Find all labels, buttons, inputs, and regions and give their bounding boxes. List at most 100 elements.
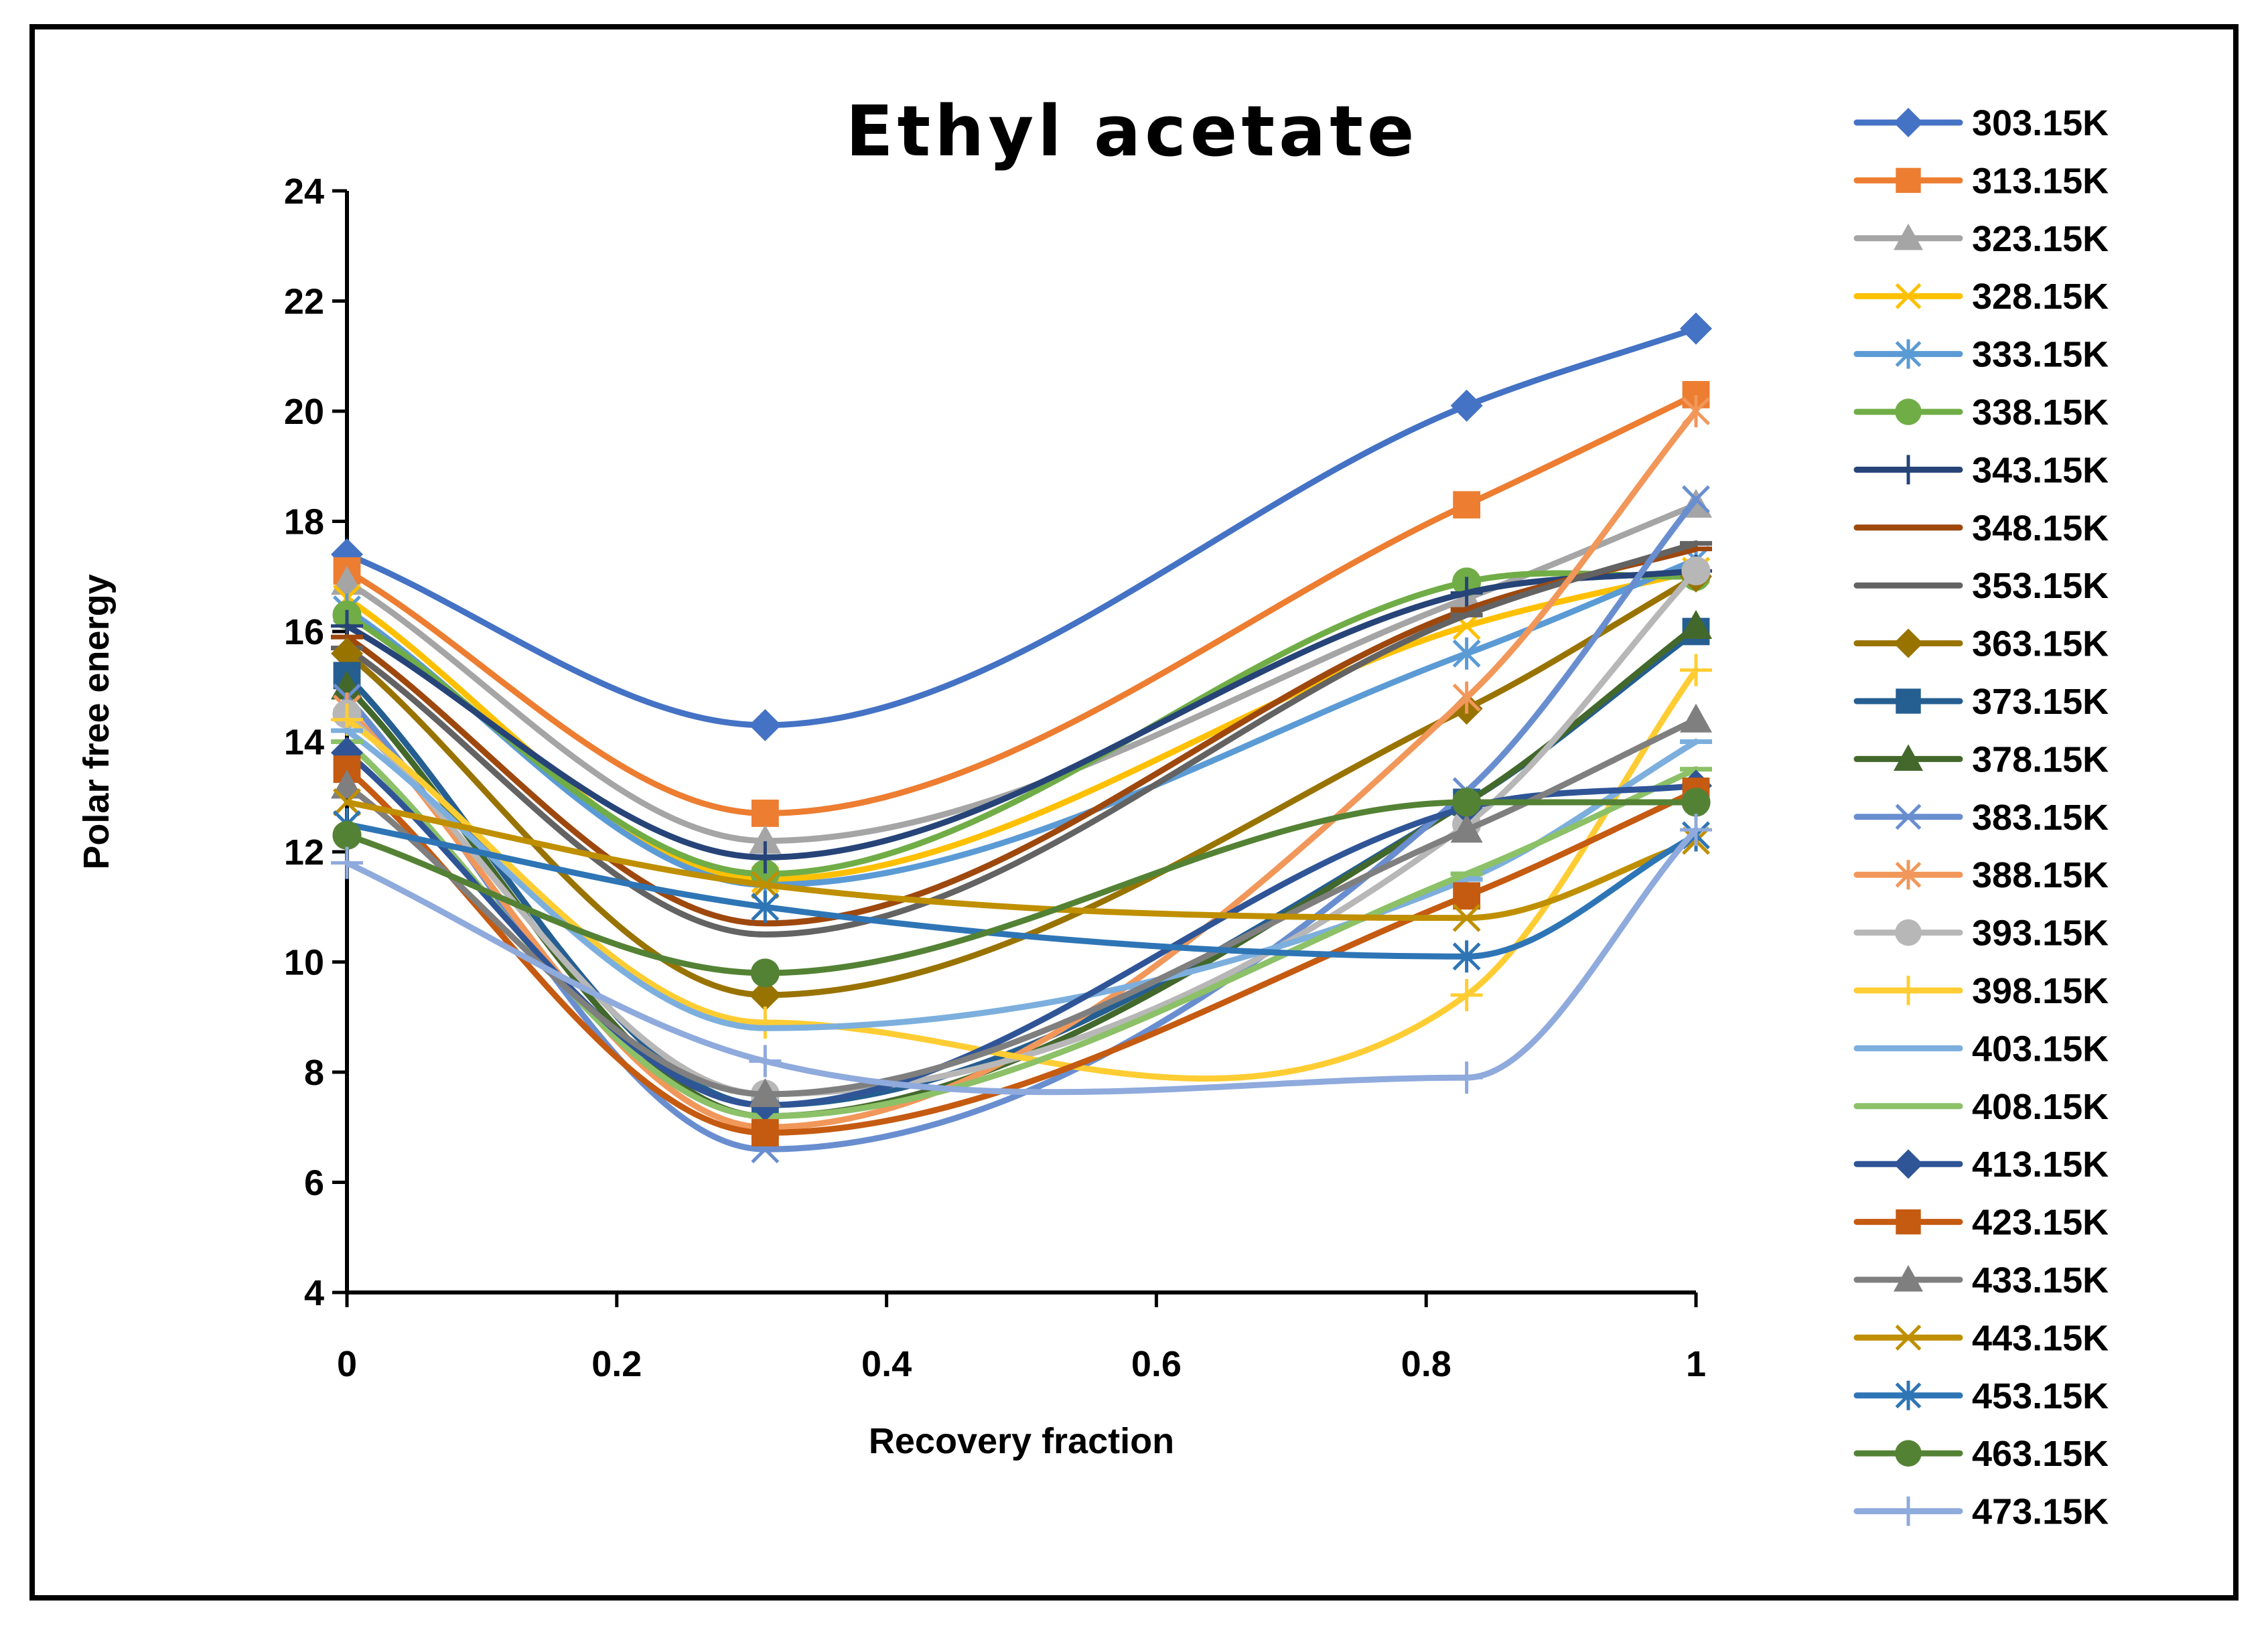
legend-label: 388.15K — [1972, 855, 2109, 895]
data-point-marker — [1453, 491, 1481, 519]
legend-item: 338.15K — [1853, 392, 2109, 433]
legend-label: 453.15K — [1972, 1376, 2109, 1416]
data-point-marker — [1680, 654, 1712, 686]
legend-item: 388.15K — [1853, 855, 2109, 895]
legend-item: 348.15K — [1853, 508, 2109, 548]
data-point-marker — [749, 1045, 782, 1078]
legend-item: 328.15K — [1853, 277, 2109, 317]
legend-label: 433.15K — [1972, 1260, 2109, 1301]
legend-item: 413.15K — [1853, 1144, 2109, 1185]
data-point-marker — [1894, 1265, 1923, 1292]
y-axis-label: Polar free energy — [76, 574, 117, 869]
series-313.15K — [333, 380, 1710, 827]
data-point-marker — [749, 824, 782, 854]
y-tick-label: 20 — [284, 392, 324, 432]
series-303.15K — [331, 312, 1712, 741]
legend-label: 463.15K — [1972, 1434, 2109, 1474]
legend-item: 303.15K — [1853, 103, 2109, 143]
legend-item: 453.15K — [1853, 1376, 2109, 1416]
legend-label: 473.15K — [1972, 1492, 2109, 1532]
legend-label: 373.15K — [1972, 682, 2109, 722]
data-point-marker — [1681, 788, 1711, 817]
y-tick-label: 6 — [304, 1163, 324, 1203]
legend-label: 398.15K — [1972, 971, 2109, 1011]
legend-label: 323.15K — [1972, 219, 2109, 259]
y-tick-label: 10 — [284, 943, 324, 983]
data-point-marker — [1895, 398, 1922, 425]
series-line — [344, 570, 1699, 877]
data-point-marker — [1894, 108, 1923, 137]
data-point-marker — [749, 978, 782, 1011]
data-point-marker — [1895, 860, 1922, 890]
legend: 303.15K 313.15K 323.15K 328.15K 333.15K 338.1… — [1853, 103, 2109, 1532]
data-point-marker — [1894, 744, 1923, 771]
x-tick-label: 0.6 — [1131, 1344, 1182, 1384]
data-point-marker — [1894, 223, 1923, 250]
legend-label: 343.15K — [1972, 450, 2109, 490]
legend-label: 348.15K — [1972, 508, 2109, 548]
legend-label: 423.15K — [1972, 1203, 2109, 1243]
legend-label: 443.15K — [1972, 1318, 2109, 1358]
series-473.15K — [331, 814, 1712, 1096]
series-line — [344, 667, 1699, 1082]
series-line — [344, 749, 1699, 1108]
data-point-marker — [331, 670, 363, 700]
y-tick-label: 18 — [284, 502, 324, 542]
x-tick-label: 0.8 — [1401, 1344, 1451, 1384]
data-point-marker — [751, 871, 780, 899]
legend-item: 343.15K — [1853, 450, 2109, 490]
legend-label: 333.15K — [1972, 335, 2109, 375]
data-point-marker — [1896, 688, 1921, 714]
legend-label: 313.15K — [1972, 161, 2109, 201]
legend-item: 473.15K — [1853, 1492, 2109, 1532]
legend-label: 393.15K — [1972, 913, 2109, 954]
data-point-marker — [1894, 628, 1923, 658]
legend-item: 408.15K — [1853, 1087, 2109, 1127]
y-tick-label: 22 — [284, 282, 324, 322]
data-point-marker — [1452, 903, 1481, 932]
data-point-marker — [1894, 976, 1923, 1005]
legend-label: 413.15K — [1972, 1144, 2109, 1185]
legend-label: 328.15K — [1972, 277, 2109, 317]
data-point-marker — [1682, 395, 1710, 427]
series-line — [344, 821, 1699, 960]
data-point-marker — [749, 1078, 782, 1108]
x-axis-label: Recovery fraction — [869, 1421, 1174, 1461]
legend-label: 378.15K — [1972, 739, 2109, 780]
data-point-marker — [1680, 312, 1712, 345]
data-point-marker — [1895, 1325, 1922, 1351]
legend-item: 403.15K — [1853, 1029, 2109, 1069]
data-point-marker — [1682, 485, 1710, 514]
data-point-marker — [1680, 609, 1712, 639]
series-line — [344, 568, 1699, 1098]
data-point-marker — [1452, 788, 1482, 817]
series-463.15K — [332, 788, 1711, 988]
legend-item: 323.15K — [1853, 219, 2109, 259]
data-point-marker — [1681, 556, 1711, 586]
data-point-marker — [1895, 919, 1922, 946]
series-layer — [331, 312, 1712, 1164]
data-point-marker — [1450, 1061, 1483, 1094]
legend-item: 393.15K — [1853, 913, 2109, 954]
data-point-marker — [333, 788, 361, 816]
data-point-marker — [749, 709, 782, 741]
legend-item: 363.15K — [1853, 624, 2109, 664]
legend-item: 433.15K — [1853, 1260, 2109, 1301]
series-363.15K — [331, 560, 1712, 1011]
x-tick-label: 1 — [1686, 1344, 1706, 1384]
legend-item: 353.15K — [1853, 566, 2109, 606]
data-point-marker — [751, 891, 780, 923]
data-point-marker — [1896, 167, 1921, 194]
legend-item: 463.15K — [1853, 1434, 2109, 1474]
legend-label: 408.15K — [1972, 1087, 2109, 1127]
data-point-marker — [1894, 1496, 1923, 1526]
data-point-marker — [1894, 455, 1923, 485]
legend-item: 398.15K — [1853, 971, 2109, 1011]
data-point-marker — [1895, 283, 1922, 309]
y-tick-label: 14 — [284, 723, 324, 763]
data-point-marker — [751, 1119, 779, 1146]
legend-label: 363.15K — [1972, 624, 2109, 664]
y-tick-label: 12 — [284, 832, 324, 873]
x-ticks: 0 0.2 0.4 0.6 0.8 1 — [337, 1292, 1706, 1384]
